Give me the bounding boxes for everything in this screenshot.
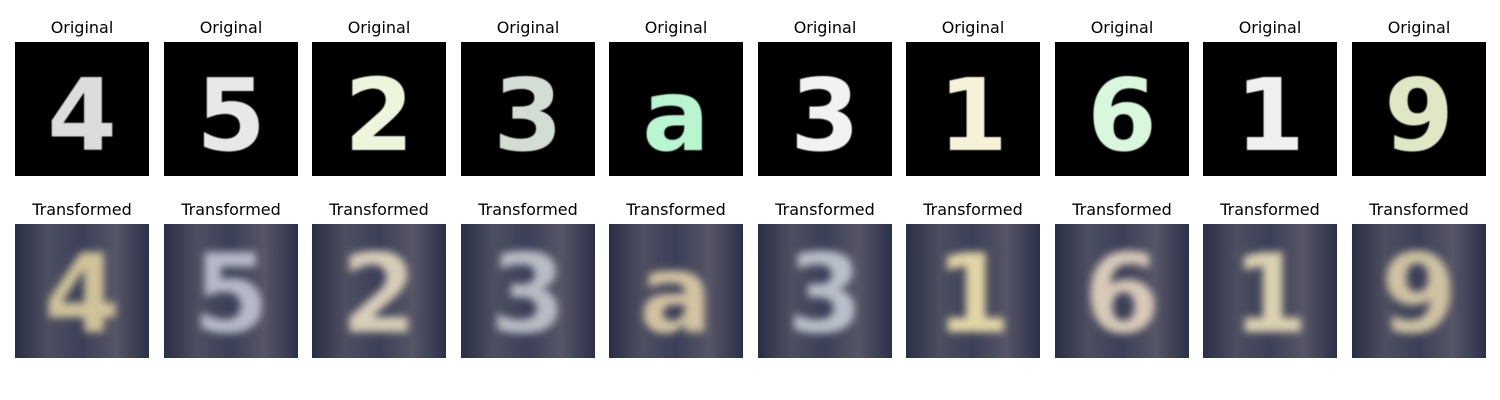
transformed-image: 2	[312, 224, 446, 358]
digit-glyph: 1	[938, 57, 1008, 174]
digit-glyph: 3	[490, 230, 567, 358]
original-image: 3	[758, 42, 892, 176]
original-image: 5	[164, 42, 298, 176]
transformed-image: 6	[1055, 224, 1189, 358]
digit-glyph: 2	[344, 57, 414, 174]
transformed-image: a	[609, 224, 743, 358]
original-image: 1	[906, 42, 1040, 176]
original-image: a	[609, 42, 743, 176]
transformed-title: Transformed	[1072, 200, 1172, 219]
original-image: 4	[15, 42, 149, 176]
digit-glyph: 4	[47, 57, 117, 174]
digit-glyph: 5	[196, 57, 266, 174]
digit-glyph: 3	[790, 57, 860, 174]
digit-glyph: 6	[1084, 230, 1161, 358]
original-image: 2	[312, 42, 446, 176]
transformed-title: Transformed	[32, 200, 132, 219]
digit-glyph: 9	[1384, 57, 1454, 174]
original-title: Original	[1238, 18, 1302, 37]
original-title: Original	[347, 18, 411, 37]
transformed-image: 5	[164, 224, 298, 358]
original-title: Original	[941, 18, 1005, 37]
original-image: 9	[1352, 42, 1486, 176]
digit-glyph: 2	[341, 230, 418, 358]
original-title: Original	[199, 18, 263, 37]
digit-glyph: 1	[1235, 57, 1305, 174]
transformed-image: 4	[15, 224, 149, 358]
original-image: 3	[461, 42, 595, 176]
digit-glyph: 3	[787, 230, 864, 358]
original-title: Original	[644, 18, 708, 37]
original-title: Original	[50, 18, 114, 37]
digit-glyph: 4	[44, 230, 121, 358]
transformed-title: Transformed	[478, 200, 578, 219]
digit-glyph: 1	[1232, 230, 1309, 358]
transformed-title: Transformed	[1369, 200, 1469, 219]
transformed-title: Transformed	[181, 200, 281, 219]
digit-glyph: 1	[935, 230, 1012, 358]
transformed-title: Transformed	[775, 200, 875, 219]
digit-glyph: a	[639, 230, 713, 358]
digit-glyph: 9	[1381, 230, 1458, 358]
transformed-image: 1	[1203, 224, 1337, 358]
original-title: Original	[1387, 18, 1451, 37]
digit-glyph: 5	[193, 230, 270, 358]
original-title: Original	[1090, 18, 1154, 37]
original-image: 1	[1203, 42, 1337, 176]
transformed-image: 1	[906, 224, 1040, 358]
transformed-title: Transformed	[923, 200, 1023, 219]
original-image: 6	[1055, 42, 1189, 176]
transformed-image: 3	[461, 224, 595, 358]
digit-glyph: 3	[493, 57, 563, 174]
transformed-title: Transformed	[626, 200, 726, 219]
digit-glyph: 6	[1087, 57, 1157, 174]
original-title: Original	[793, 18, 857, 37]
digit-glyph: a	[642, 57, 709, 174]
transformed-image: 3	[758, 224, 892, 358]
original-title: Original	[496, 18, 560, 37]
transformed-image: 9	[1352, 224, 1486, 358]
transformed-title: Transformed	[329, 200, 429, 219]
transformed-title: Transformed	[1220, 200, 1320, 219]
